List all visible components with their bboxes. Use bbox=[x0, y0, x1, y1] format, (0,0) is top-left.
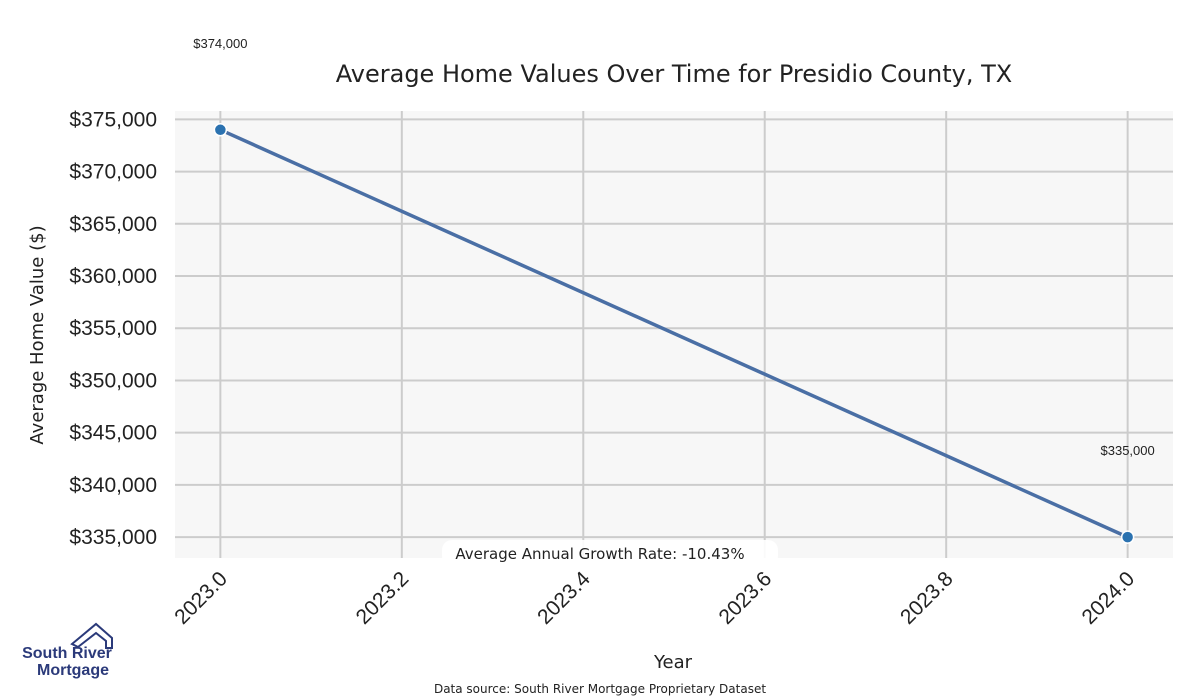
grid bbox=[175, 111, 1173, 558]
x-tick-label: 2023.6 bbox=[715, 567, 777, 629]
y-tick-label: $340,000 bbox=[69, 474, 157, 497]
logo-line1: South River bbox=[22, 645, 112, 662]
growth-rate-annotation: Average Annual Growth Rate: -10.43% bbox=[442, 540, 778, 566]
y-tick-label: $365,000 bbox=[69, 213, 157, 236]
y-tick-label: $335,000 bbox=[69, 526, 157, 549]
y-axis: $335,000 $340,000 $345,000 $350,000 $355,000… bbox=[69, 108, 157, 549]
series bbox=[213, 123, 1135, 544]
data-point bbox=[1120, 530, 1135, 544]
data-point bbox=[213, 123, 228, 137]
annotation-text: Average Annual Growth Rate: -10.43% bbox=[455, 545, 744, 563]
y-tick-label: $360,000 bbox=[69, 265, 157, 288]
x-axis-label: Year bbox=[653, 652, 693, 673]
logo: South River Mortgage bbox=[22, 622, 113, 679]
y-tick-label: $370,000 bbox=[69, 161, 157, 184]
x-axis: 2023.0 2023.2 2023.4 2023.6 2023.8 2024.0 bbox=[170, 567, 1139, 629]
point-labels: $374,000 $335,000 bbox=[193, 36, 1155, 458]
chart-title: Average Home Values Over Time for Presid… bbox=[336, 60, 1012, 88]
data-label: $335,000 bbox=[1101, 443, 1155, 458]
data-label: $374,000 bbox=[193, 36, 247, 51]
data-source: Data source: South River Mortgage Propri… bbox=[434, 682, 766, 696]
x-tick-label: 2023.0 bbox=[170, 567, 232, 629]
house-roof-icon bbox=[70, 622, 113, 649]
y-tick-label: $345,000 bbox=[69, 422, 157, 445]
annotation-box bbox=[442, 540, 778, 566]
y-axis-label: Average Home Value ($) bbox=[27, 225, 48, 444]
series-line bbox=[218, 128, 1130, 539]
y-tick-label: $350,000 bbox=[69, 369, 157, 392]
x-tick-label: 2023.8 bbox=[896, 567, 958, 629]
y-tick-label: $375,000 bbox=[69, 108, 157, 131]
y-tick-label: $355,000 bbox=[69, 317, 157, 340]
x-tick-label: 2023.4 bbox=[533, 567, 595, 629]
x-tick-label: 2023.2 bbox=[352, 567, 414, 629]
logo-line2: Mortgage bbox=[37, 662, 109, 679]
x-tick-label: 2024.0 bbox=[1077, 567, 1139, 629]
